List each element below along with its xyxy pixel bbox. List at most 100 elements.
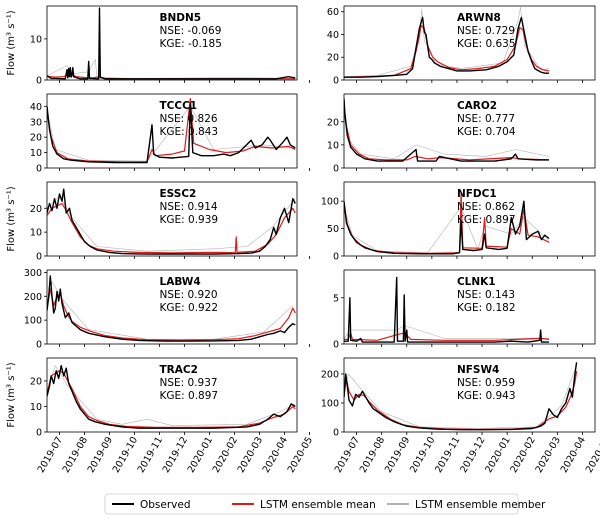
series-lstm-ensemble-member — [47, 59, 296, 79]
series-observed — [47, 188, 296, 255]
panel-title: CLNK1 — [457, 276, 496, 288]
plot-area — [344, 362, 578, 431]
kge-label: KGE: -0.185 — [160, 38, 222, 50]
plot-area — [344, 6, 550, 78]
nse-label: NSE: 0.777 — [457, 113, 515, 125]
panel-frame — [46, 93, 298, 169]
series-lstm-ensemble-mean — [344, 332, 550, 341]
nse-label: NSE: 0.920 — [160, 289, 218, 301]
plot-area — [344, 276, 550, 343]
nse-label: NSE: 0.729 — [457, 25, 515, 37]
series-lstm-ensemble-mean — [344, 107, 550, 161]
y-tick-label: 0 — [36, 76, 42, 87]
x-axes: 2019-072019-082019-092019-102019-112019-… — [36, 435, 600, 475]
nse-label: NSE: -0.069 — [160, 25, 222, 37]
y-tick-label: 0 — [333, 76, 339, 87]
panel-frame — [343, 181, 596, 257]
y-tick-label: 0 — [36, 428, 42, 439]
panel-frame — [343, 93, 596, 169]
panel-frame — [46, 269, 298, 345]
kge-label: KGE: 0.897 — [457, 214, 516, 226]
panel-frame — [46, 181, 298, 257]
series-lstm-ensemble-member — [47, 281, 294, 340]
y-tick-label: 20 — [30, 204, 42, 215]
y-tick-label: 0 — [36, 164, 42, 175]
y-axis-labels: Flow (m³ s⁻¹) Flow (m³ s⁻¹) Flow (m³ s⁻¹) — [6, 10, 17, 427]
y-tick-label: 50 — [327, 224, 339, 235]
panel-title: BNDN5 — [160, 12, 202, 24]
plot-area — [344, 192, 550, 255]
plot-area — [47, 98, 296, 164]
y-tick-label: 100 — [321, 398, 339, 409]
x-tick-label: 2020-05 — [286, 435, 315, 475]
y-tick-label: 100 — [321, 197, 339, 208]
y-tick-label: 10 — [30, 34, 42, 45]
y-axis-title: Flow (m³ s⁻¹) — [6, 186, 17, 251]
kge-label: KGE: 0.939 — [160, 214, 219, 226]
series-lstm-ensemble-member — [344, 325, 549, 339]
panel-title: LABW4 — [160, 276, 201, 288]
series-observed — [47, 365, 296, 429]
panel-title: ESSC2 — [160, 188, 197, 200]
panel-title: ARWN8 — [457, 12, 501, 24]
legend-label: LSTM ensemble mean — [260, 499, 376, 511]
kge-label: KGE: 0.943 — [457, 390, 516, 402]
y-tick-label: 60 — [327, 7, 339, 18]
plot-area — [47, 7, 296, 80]
nse-label: NSE: 0.937 — [160, 377, 218, 389]
legend-box — [104, 493, 519, 515]
y-tick-label: 40 — [327, 30, 339, 41]
series-lstm-ensemble-member — [344, 206, 550, 253]
panel-frame — [343, 5, 596, 81]
y-tick-label: 10 — [30, 228, 42, 239]
nse-label: NSE: 0.914 — [160, 201, 218, 213]
y-tick-label: 40 — [30, 102, 42, 113]
panel-title: TRAC2 — [160, 364, 198, 376]
y-tick-label: 20 — [30, 376, 42, 387]
kge-label: KGE: 0.182 — [457, 302, 516, 314]
kge-label: KGE: 0.897 — [160, 390, 219, 402]
y-tick-label: 10 — [30, 148, 42, 159]
legend-label: LSTM ensemble member — [415, 499, 546, 511]
y-tick-label: 0 — [36, 252, 42, 263]
y-axis-title: Flow (m³ s⁻¹) — [6, 362, 17, 427]
series-lstm-ensemble-member — [47, 196, 296, 252]
y-tick-label: 200 — [321, 369, 339, 380]
y-tick-label: 0 — [36, 340, 42, 351]
y-tick-label: 0 — [333, 428, 339, 439]
series-lstm-ensemble-member — [47, 106, 296, 162]
plot-area — [47, 365, 296, 429]
legend-label: Observed — [140, 499, 191, 511]
kge-label: KGE: 0.635 — [457, 38, 516, 50]
legend: Observed LSTM ensemble mean LSTM ensemble … — [104, 493, 546, 515]
y-tick-label: 100 — [24, 316, 42, 327]
plot-area — [47, 188, 296, 255]
kge-label: KGE: 0.704 — [457, 126, 516, 138]
series-observed — [344, 98, 549, 162]
nse-label: NSE: 0.826 — [160, 113, 218, 125]
series-lstm-ensemble-mean — [344, 192, 550, 254]
y-tick-label: 30 — [30, 117, 42, 128]
series-lstm-ensemble-member — [47, 365, 296, 426]
kge-label: KGE: 0.922 — [160, 302, 219, 314]
series-lstm-ensemble-mean — [47, 202, 296, 254]
y-tick-label: 0 — [333, 340, 339, 351]
series-observed — [344, 276, 549, 343]
panel-frame — [343, 357, 596, 433]
y-tick-label: 300 — [24, 268, 42, 279]
series-lstm-ensemble-mean — [47, 288, 296, 341]
plot-area — [344, 98, 550, 162]
series-observed — [344, 362, 578, 431]
panel-frame — [46, 357, 298, 433]
